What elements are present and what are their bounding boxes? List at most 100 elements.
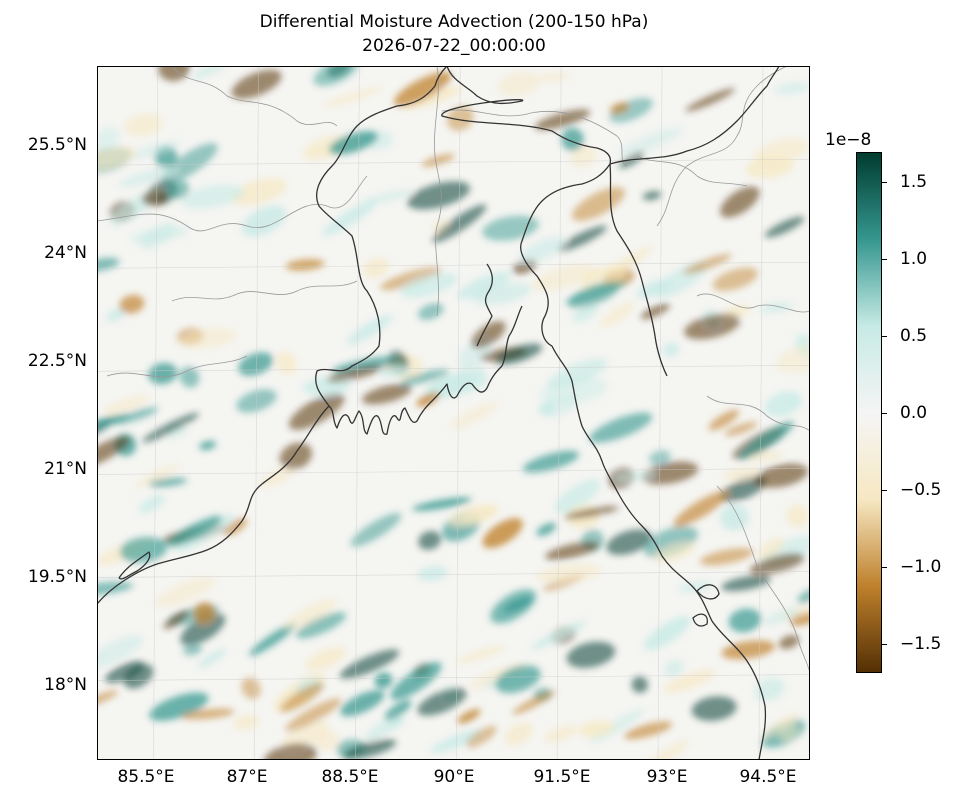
field-anomaly-blob xyxy=(566,641,616,668)
lat-tick-label: 25.5°N xyxy=(27,135,87,155)
lon-tick-label: 93°E xyxy=(646,767,688,787)
field-anomaly-blob xyxy=(148,477,188,487)
field-anomaly-blob xyxy=(662,342,679,357)
field-anomaly-blob xyxy=(624,721,673,740)
field-anomaly-blob xyxy=(97,146,137,171)
field-anomaly-blob xyxy=(699,548,754,566)
field-anomaly-blob xyxy=(673,490,729,527)
field-anomaly-blob xyxy=(775,82,810,95)
field-anomaly-blob xyxy=(346,314,393,345)
chittagong-coast xyxy=(551,345,767,760)
parallel-line xyxy=(97,674,810,681)
field-anomaly-blob xyxy=(572,303,599,323)
field-anomaly-blob xyxy=(745,156,794,179)
colorbar-tick-label: 0.0 xyxy=(900,403,928,423)
field-anomaly-blob xyxy=(518,236,567,263)
field-anomaly-blob xyxy=(685,88,736,112)
field-anomaly-blob xyxy=(619,127,683,156)
lon-tick-label: 90°E xyxy=(433,767,475,787)
colorbar-tick-label: 0.5 xyxy=(900,326,928,346)
field-anomaly-blob xyxy=(538,401,556,416)
field-anomaly-blob xyxy=(124,113,163,136)
field-anomaly-blob xyxy=(295,612,347,639)
field-anomaly-blob xyxy=(572,187,625,221)
field-anomaly-blob xyxy=(305,647,347,671)
field-anomaly-blob xyxy=(567,281,620,309)
field-anomaly-blob xyxy=(97,634,143,668)
field-anomaly-blob xyxy=(722,467,760,480)
field-anomaly-blob xyxy=(712,267,758,292)
field-anomaly-blob xyxy=(155,576,215,608)
field-anomaly-blob xyxy=(97,436,130,468)
field-anomaly-blob xyxy=(322,86,383,108)
field-anomaly-blob xyxy=(374,672,393,689)
field-anomaly-blob xyxy=(762,712,800,738)
field-anomaly-blob xyxy=(416,392,440,407)
field-anomaly-blob xyxy=(683,254,732,275)
meridian-line xyxy=(657,66,663,760)
field-anomaly-blob xyxy=(193,602,215,623)
field-anomaly-blob xyxy=(284,598,338,630)
field-anomaly-blob xyxy=(119,166,180,188)
field-anomaly-blob xyxy=(350,513,402,547)
field-anomaly-blob xyxy=(764,391,803,417)
field-anomaly-blob xyxy=(609,102,630,114)
lat-tick-label: 21°N xyxy=(44,459,87,479)
map-plot-area[interactable] xyxy=(97,66,810,760)
bangladesh-west-border xyxy=(315,66,448,407)
field-anomaly-blob xyxy=(643,616,691,651)
field-anomaly-blob xyxy=(167,515,223,547)
field-anomaly-blob xyxy=(288,392,345,430)
field-anomaly-blob xyxy=(112,407,159,425)
field-anomaly-blob xyxy=(578,720,615,738)
field-anomaly-blob xyxy=(748,451,784,462)
border-line xyxy=(716,485,810,677)
field-anomaly-blob xyxy=(379,364,410,378)
field-anomaly-blob xyxy=(600,301,635,328)
field-anomaly-blob xyxy=(285,259,325,271)
field-anomaly-blob xyxy=(561,127,584,151)
field-anomaly-blob xyxy=(691,696,737,721)
field-anomaly-blob xyxy=(482,518,523,549)
field-anomaly-blob xyxy=(721,640,776,660)
field-anomaly-blob xyxy=(631,676,648,693)
field-anomaly-blob xyxy=(545,541,600,560)
field-anomaly-blob xyxy=(231,69,282,99)
field-anomaly-blob xyxy=(720,186,760,218)
field-anomaly-blob xyxy=(399,369,450,386)
field-anomaly-blob xyxy=(139,222,176,250)
field-anomaly-blob xyxy=(708,409,740,431)
field-anomaly-blob xyxy=(754,463,809,488)
field-anomaly-blob xyxy=(641,461,699,485)
field-anomaly-blob xyxy=(342,739,397,760)
colorbar xyxy=(856,152,882,673)
field-anomaly-blob xyxy=(503,596,533,613)
field-anomaly-blob xyxy=(280,682,324,713)
field-anomaly-blob xyxy=(797,588,810,604)
field-anomaly-blob xyxy=(570,145,597,168)
colorbar-tick-label: −1.0 xyxy=(900,557,942,577)
field-anomaly-blob xyxy=(259,465,297,488)
field-anomaly-blob xyxy=(363,257,390,278)
admin-borders xyxy=(97,66,810,677)
field-anomaly-blob xyxy=(230,178,287,206)
field-anomaly-blob xyxy=(757,537,785,559)
field-anomaly-blob xyxy=(134,463,181,488)
parallel-line xyxy=(97,468,810,475)
meghna-estuary xyxy=(476,263,523,367)
colorbar-exponent: 1e−8 xyxy=(825,130,872,150)
map-title: Differential Moisture Advection (200-150… xyxy=(259,12,649,32)
assam-border xyxy=(609,66,780,165)
field-anomaly-blob xyxy=(728,608,762,633)
border-line xyxy=(106,355,248,378)
bangladesh-east-border xyxy=(520,163,611,347)
field-anomaly-blob xyxy=(327,365,383,383)
field-anomaly-blob xyxy=(263,743,318,760)
field-anomaly-blob xyxy=(471,321,506,349)
field-anomaly-blob xyxy=(512,259,537,275)
field-anomaly-blob xyxy=(400,273,458,298)
field-anomaly-blob xyxy=(640,303,670,320)
border-line xyxy=(441,109,628,167)
field-anomaly-blob xyxy=(97,414,130,434)
field-anomaly-blob xyxy=(421,154,455,167)
